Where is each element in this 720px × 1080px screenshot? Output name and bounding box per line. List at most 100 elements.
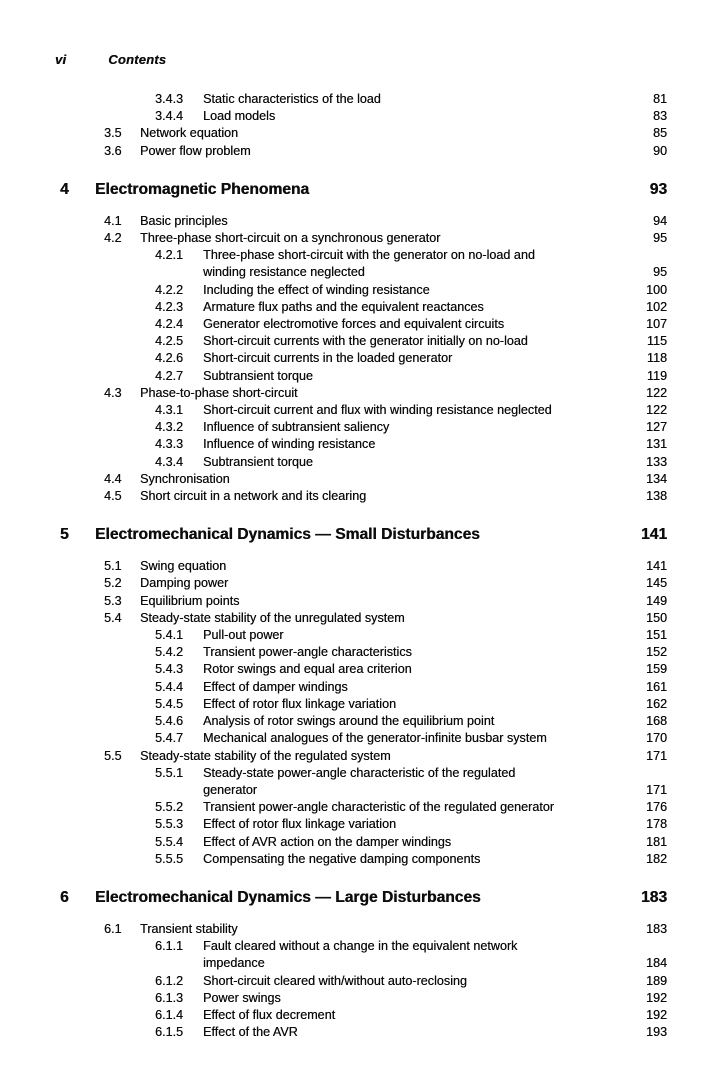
toc-entry: 5.5.4 Effect of AVR action on the damper … bbox=[0, 834, 667, 851]
entry-page-number: 133 bbox=[645, 454, 667, 469]
entry-title-line: Steady-state stability of the unregulate… bbox=[140, 610, 405, 625]
entry-title-line: Transient power-angle characteristic of … bbox=[203, 800, 554, 815]
toc-entry: 4.2.7 Subtransient torque 119 bbox=[0, 368, 667, 385]
entry-title-line: Synchronisation bbox=[140, 471, 230, 486]
entry-number: 4.1 bbox=[104, 213, 122, 228]
entry-number: 4.2.4 bbox=[155, 317, 184, 332]
entry-title: Short-circuit currents in the loaded gen… bbox=[203, 350, 647, 367]
entry-title: Three-phase short-circuit on a synchrono… bbox=[140, 230, 653, 247]
entry-page-number: 83 bbox=[652, 109, 667, 124]
entry-title-line: Short-circuit current and flux with wind… bbox=[203, 403, 552, 418]
entry-number: 5.4.2 bbox=[155, 645, 184, 660]
entry-page-number: 134 bbox=[645, 471, 667, 486]
entry-page-number: 138 bbox=[645, 489, 667, 504]
entry-page-number: 150 bbox=[645, 610, 667, 625]
entry-title-line: Short-circuit cleared with/without auto-… bbox=[203, 973, 467, 988]
entry-title-line: Analysis of rotor swings around the equi… bbox=[203, 714, 495, 729]
entry-title: Effect of damper windings bbox=[203, 679, 646, 696]
entry-number: 5.5.1 bbox=[155, 765, 184, 780]
entry-title-line: Effect of damper windings bbox=[203, 679, 348, 694]
toc-entry: 5.1 Swing equation 141 bbox=[0, 558, 667, 575]
entry-number: 4.2.2 bbox=[155, 282, 184, 297]
entry-title-line: Subtransient torque bbox=[203, 454, 313, 469]
toc-entry: 6.1.5 Effect of the AVR 193 bbox=[0, 1024, 667, 1041]
entry-title: Short-circuit currents with the generato… bbox=[203, 333, 647, 350]
entry-title-line: Equilibrium points bbox=[140, 593, 240, 608]
entry-title-line: Effect of the AVR bbox=[203, 1025, 298, 1040]
entry-number: 3.6 bbox=[104, 143, 122, 158]
entry-page-number: 193 bbox=[645, 1025, 667, 1040]
entry-page-number: 168 bbox=[645, 714, 667, 729]
entry-number: 5.4.4 bbox=[155, 679, 184, 694]
entry-number: 5.5 bbox=[104, 748, 122, 763]
entry-title-line: Effect of rotor flux linkage variation bbox=[203, 696, 396, 711]
entry-page-number: 95 bbox=[652, 265, 667, 280]
entry-page-number: 171 bbox=[645, 748, 667, 763]
entry-number: 5.5.4 bbox=[155, 834, 184, 849]
entry-number: 4.3 bbox=[104, 385, 122, 400]
entry-title-line: Effect of AVR action on the damper windi… bbox=[203, 834, 452, 849]
entry-title-line: Generator electromotive forces and equiv… bbox=[203, 317, 504, 332]
entry-title: Transient power-angle characteristics bbox=[203, 644, 646, 661]
toc-entry: 6.1.1 Fault cleared without a change in t… bbox=[0, 938, 667, 972]
entry-title-line: Compensating the negative damping compon… bbox=[203, 851, 481, 866]
entry-title: Transient power-angle characteristic of … bbox=[203, 799, 646, 816]
entry-number: 4.2.6 bbox=[155, 351, 184, 366]
entry-title-line: Network equation bbox=[140, 126, 239, 141]
entry-title: Electromagnetic Phenomena bbox=[95, 180, 650, 200]
toc-entry: 5.5.5 Compensating the negative damping c… bbox=[0, 851, 667, 868]
entry-page-number: 145 bbox=[645, 576, 667, 591]
entry-title: Armature flux paths and the equivalent r… bbox=[203, 299, 646, 316]
entry-title-line: Load models bbox=[203, 109, 276, 124]
entry-title: Swing equation bbox=[140, 558, 646, 575]
entry-title-line: Influence of subtransient saliency bbox=[203, 420, 390, 435]
entry-title-line: Pull-out power bbox=[203, 628, 284, 643]
entry-title: Static characteristics of the load bbox=[203, 91, 653, 108]
entry-page-number: 93 bbox=[649, 180, 667, 198]
entry-title-line: Steady-state power-angle characteristic … bbox=[203, 765, 516, 780]
toc-entry: 4.3.3 Influence of winding resistance 131 bbox=[0, 436, 667, 453]
entry-title: Basic principles bbox=[140, 213, 653, 230]
entry-title: Load models bbox=[203, 108, 653, 125]
entry-title-line: Mechanical analogues of the generator-in… bbox=[203, 731, 547, 746]
entry-title: Influence of subtransient saliency bbox=[203, 419, 646, 436]
entry-number: 6.1 bbox=[104, 921, 122, 936]
entry-number: 6 bbox=[60, 888, 69, 906]
entry-page-number: 192 bbox=[645, 1007, 667, 1022]
entry-title-line2: generator bbox=[203, 782, 257, 797]
entry-number: 4.3.1 bbox=[155, 403, 184, 418]
entry-number: 4.3.3 bbox=[155, 437, 184, 452]
entry-title-line: Three-phase short-circuit with the gener… bbox=[203, 248, 535, 263]
toc-entry: 5.5.2 Transient power-angle characteristi… bbox=[0, 799, 667, 816]
entry-number: 3.4.3 bbox=[155, 92, 184, 106]
entry-title: Power swings bbox=[203, 990, 646, 1007]
toc-entry: 3.4.3 Static characteristics of the load 8… bbox=[0, 91, 667, 108]
entry-title-line: Electromechanical Dynamics — Small Distu… bbox=[95, 526, 480, 544]
entry-title-line: Fault cleared without a change in the eq… bbox=[203, 939, 518, 954]
entry-title-line: Subtransient torque bbox=[203, 368, 313, 383]
entry-number: 5.4.6 bbox=[155, 714, 184, 729]
entry-page-number: 192 bbox=[645, 990, 667, 1005]
toc-entry: 6.1.2 Short-circuit cleared with/without … bbox=[0, 973, 667, 990]
entry-number: 5.5.2 bbox=[155, 800, 184, 815]
page-header: vi Contents bbox=[55, 52, 166, 67]
toc-entry: 4.3.1 Short-circuit current and flux with… bbox=[0, 402, 667, 419]
entry-title: Mechanical analogues of the generator-in… bbox=[203, 730, 646, 747]
entry-title-line2: winding resistance neglected bbox=[203, 265, 365, 280]
entry-number: 4.4 bbox=[104, 471, 122, 486]
entry-title-line: Transient power-angle characteristics bbox=[203, 645, 412, 660]
toc-entry: 4.2.1 Three-phase short-circuit with the … bbox=[0, 247, 667, 281]
entry-number: 3.5 bbox=[104, 126, 122, 141]
entry-number: 4.2.5 bbox=[155, 334, 184, 349]
entry-title: Effect of the AVR bbox=[203, 1024, 646, 1041]
entry-number: 6.1.4 bbox=[155, 1007, 184, 1022]
entry-title: Steady-state power-angle characteristic … bbox=[203, 765, 646, 799]
toc-entry: 5.5 Steady-state stability of the regulat… bbox=[0, 748, 667, 765]
entry-page-number: 183 bbox=[640, 888, 667, 906]
entry-title: Fault cleared without a change in the eq… bbox=[203, 938, 646, 972]
toc-entry: 3.4.4 Load models 83 bbox=[0, 108, 667, 125]
toc-entry: 4.2.5 Short-circuit currents with the gen… bbox=[0, 333, 667, 350]
entry-page-number: 162 bbox=[645, 696, 667, 711]
entry-title: Short-circuit cleared with/without auto-… bbox=[203, 973, 646, 990]
entry-title: Power flow problem bbox=[140, 143, 653, 160]
